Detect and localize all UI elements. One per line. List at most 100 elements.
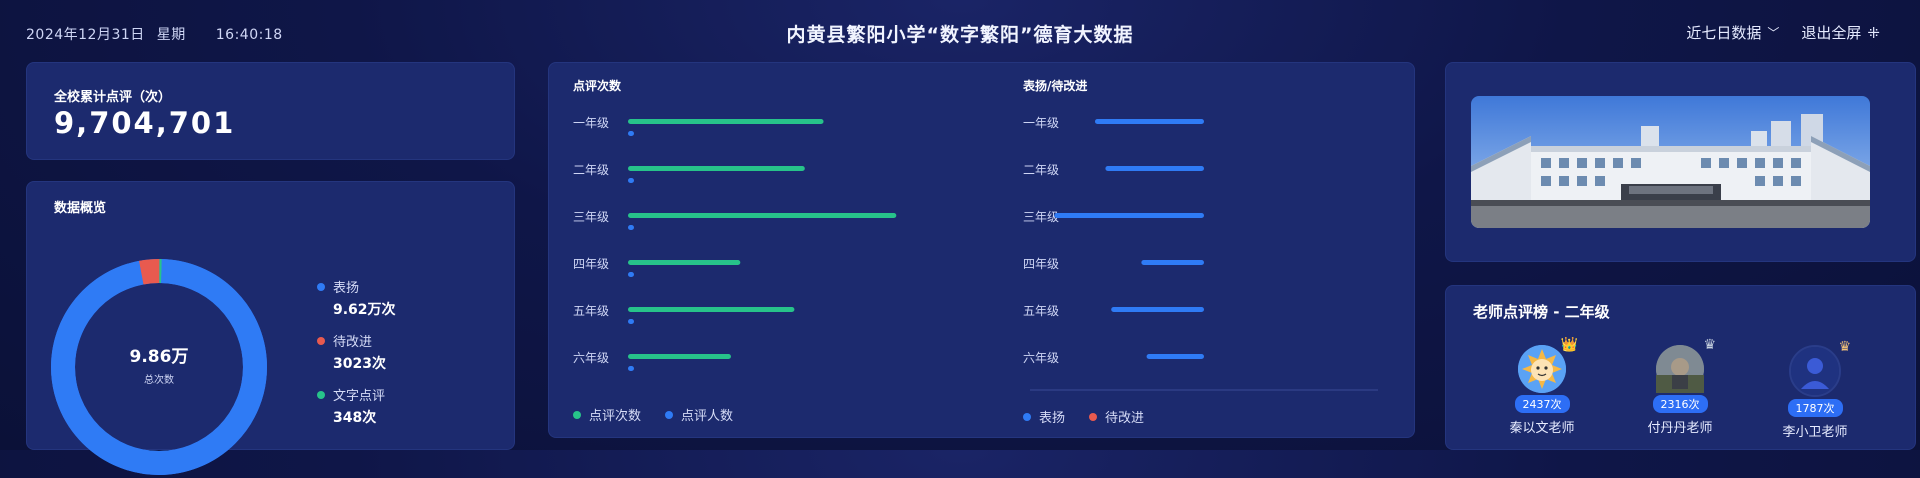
category-label: 五年级	[1023, 304, 1059, 318]
donut-center-value: 9.86万	[129, 347, 189, 367]
fullscreen-icon: ⁜	[1867, 23, 1880, 42]
category-label: 一年级	[573, 116, 609, 130]
top-actions: 近七日数据 ﹀ 退出全屏 ⁜	[1686, 22, 1880, 43]
overview-card: 数据概览 9.86万 总次数 表扬 9.62万次 待改进 3023次 文字点评 …	[26, 181, 515, 475]
chart1-legend: 点评次数 点评人数	[573, 405, 733, 424]
bar-praise	[1146, 354, 1204, 359]
legend-label: 表扬	[1039, 411, 1066, 426]
bar-review-people	[628, 131, 634, 136]
bar-praise	[1105, 166, 1204, 171]
chart1-title: 点评次数	[573, 79, 622, 93]
exit-fullscreen-button[interactable]: 退出全屏 ⁜	[1801, 22, 1880, 43]
legend-item-review-count: 点评次数	[573, 405, 641, 424]
category-label: 二年级	[573, 163, 609, 177]
chart2-title: 表扬/待改进	[1023, 79, 1088, 93]
legend-dot	[1023, 412, 1031, 421]
category-label: 四年级	[573, 257, 609, 271]
category-label: 五年级	[573, 304, 609, 318]
bar-review-people	[628, 319, 634, 324]
rank-item-1[interactable]: 👑 2437次 秦以文老师	[1487, 337, 1597, 436]
category-label: 三年级	[1023, 210, 1059, 224]
total-review-card: 全校累计点评（次） 9,704,701	[26, 62, 515, 160]
category-label: 四年级	[1023, 257, 1059, 271]
avatar: ♛	[1656, 337, 1716, 393]
legend-dot	[317, 390, 325, 399]
legend-label: 待改进	[1105, 411, 1145, 426]
bar-praise	[1094, 119, 1204, 124]
donut-center: 9.86万 总次数	[48, 256, 270, 478]
chevron-down-icon: ﹀	[1767, 26, 1780, 40]
total-card-title: 全校累计点评（次）	[54, 90, 172, 105]
count-badge: 2437次	[1514, 395, 1570, 413]
time-text: 16:40:18	[215, 27, 283, 43]
avatar: 👑	[1518, 337, 1578, 393]
category-label: 六年级	[1023, 351, 1059, 365]
rank-item-2[interactable]: ♛ 2316次 付丹丹老师	[1625, 337, 1735, 436]
legend-label: 文字点评	[333, 389, 386, 404]
datetime: 2024年12月31日 星期 16:40:18	[26, 24, 295, 44]
legend-label: 点评人数	[681, 409, 734, 424]
legend-label: 待改进	[333, 335, 373, 350]
bar-review-people	[628, 225, 634, 230]
legend-value: 9.62万次	[333, 302, 396, 318]
bar-review-count	[628, 354, 731, 359]
teacher-name: 李小卫老师	[1782, 425, 1848, 440]
page-title: 内黄县繁阳小学“数字繁阳”德育大数据	[786, 24, 1134, 46]
legend-item-text-review: 文字点评 348次	[317, 385, 396, 427]
count-badge: 2316次	[1652, 395, 1708, 413]
range-dropdown[interactable]: 近七日数据 ﹀	[1686, 22, 1779, 43]
bar-praise	[1054, 213, 1204, 218]
weekday-text: 星期	[156, 27, 186, 43]
rank-title: 老师点评榜 - 二年级	[1473, 303, 1610, 321]
donut-center-label: 总次数	[144, 375, 174, 386]
teacher-name: 秦以文老师	[1509, 421, 1575, 436]
teacher-rank-card: 老师点评榜 - 二年级 👑 2437次 秦以文老师	[1445, 285, 1916, 450]
legend-item-improve: 待改进 3023次	[317, 331, 396, 373]
praise-improve-chart: 一年级二年级三年级四年级五年级六年级3.0w1.5w01.5w3.0w	[1023, 116, 1378, 391]
crown-icon: ♛	[1703, 337, 1716, 353]
bar-review-count	[628, 119, 824, 124]
legend-dot	[317, 336, 325, 345]
total-value: 9,704,701	[54, 106, 236, 140]
bar-review-count	[628, 307, 795, 312]
legend-value: 348次	[333, 410, 377, 426]
legend-dot	[317, 282, 325, 291]
bar-review-people	[628, 366, 634, 371]
bar-review-count	[628, 166, 805, 171]
legend-item-improve: 待改进	[1089, 407, 1144, 426]
rank-item-3[interactable]: ♛ 1787次 李小卫老师	[1760, 339, 1870, 440]
legend-item-praise: 表扬 9.62万次	[317, 277, 396, 319]
chart2-legend: 表扬 待改进	[1023, 407, 1144, 426]
legend-value: 3023次	[333, 356, 386, 372]
bar-praise	[1141, 260, 1204, 265]
overview-legend: 表扬 9.62万次 待改进 3023次 文字点评 348次	[317, 277, 396, 439]
school-photo-card	[1445, 62, 1916, 262]
crown-icon: 👑	[1560, 337, 1578, 353]
range-label: 近七日数据	[1686, 24, 1762, 42]
review-count-chart: 一年级二年级三年级四年级五年级六年级050001.0w1.5w2.0w2.5w3…	[573, 116, 897, 371]
donut-slice-1	[51, 259, 267, 475]
category-label: 三年级	[573, 210, 609, 224]
legend-item-review-people: 点评人数	[665, 405, 733, 424]
teacher-name: 付丹丹老师	[1647, 421, 1713, 436]
grade-charts-card: 点评次数 表扬/待改进 一年级二年级三年级四年级五年级六年级050001.0w1…	[548, 62, 1415, 438]
category-label: 二年级	[1023, 163, 1059, 177]
exit-label: 退出全屏	[1801, 24, 1862, 42]
top-bar: 2024年12月31日 星期 16:40:18 内黄县繁阳小学“数字繁阳”德育大数据…	[0, 0, 1920, 62]
crown-icon: ♛	[1838, 339, 1851, 355]
date-text: 2024年12月31日	[26, 27, 145, 43]
category-label: 一年级	[1023, 116, 1059, 130]
bar-review-people	[628, 178, 634, 183]
bar-praise	[1111, 307, 1204, 312]
legend-label: 点评次数	[589, 409, 642, 424]
bar-review-count	[628, 260, 741, 265]
overview-title: 数据概览	[54, 201, 107, 216]
legend-dot	[1089, 412, 1098, 421]
category-label: 六年级	[573, 351, 609, 365]
legend-label: 表扬	[333, 281, 360, 296]
legend-item-praise: 表扬	[1023, 407, 1065, 426]
bar-review-count	[628, 213, 897, 218]
count-badge: 1787次	[1787, 399, 1843, 417]
legend-dot	[573, 410, 581, 419]
avatar: ♛	[1789, 339, 1851, 397]
